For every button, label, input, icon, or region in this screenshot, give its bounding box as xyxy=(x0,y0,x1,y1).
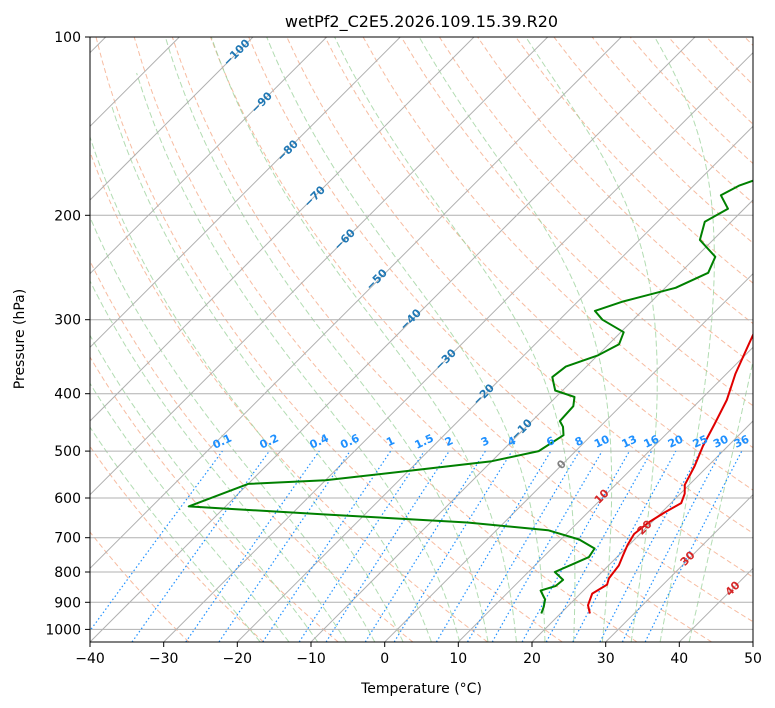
dry-adiabat-line xyxy=(95,37,563,642)
mixing-ratio-line xyxy=(325,450,450,642)
mixing-ratio-line xyxy=(545,450,653,642)
dry-adiabat-line xyxy=(515,37,753,284)
y-tick-label: 600 xyxy=(54,491,81,507)
mixing-ratio-line xyxy=(90,450,223,632)
plot-frame xyxy=(89,36,754,643)
x-tick-label: −10 xyxy=(296,651,326,667)
moist-adiabat-line xyxy=(164,37,489,642)
dry-adiabat-line xyxy=(171,37,712,642)
moist-adiabat-line xyxy=(90,426,261,642)
dry-adiabat-line xyxy=(90,445,264,642)
mixing-ratio-label: 20 xyxy=(666,432,686,450)
moist-adiabat-line xyxy=(654,37,715,642)
moist-adiabat-line xyxy=(90,334,319,642)
isotherm-line xyxy=(90,37,549,496)
y-tick-label: 800 xyxy=(54,565,81,581)
x-tick-label: 20 xyxy=(523,651,541,667)
isotherm-line xyxy=(90,37,622,570)
moist-adiabat-line xyxy=(418,37,613,642)
isotherm-line xyxy=(90,37,475,422)
chart-title: wetPf2_C2E5.2026.109.15.39.R20 xyxy=(285,12,558,32)
isotherm-line xyxy=(90,37,401,349)
background-lines xyxy=(90,37,753,642)
dry-adiabat-line xyxy=(210,37,753,623)
y-tick-label: 100 xyxy=(54,30,81,46)
mixing-ratio-label: 16 xyxy=(642,432,662,450)
isotherm-line xyxy=(236,125,753,642)
mixing-ratio-line xyxy=(644,450,743,642)
mixing-ratio-line xyxy=(521,450,631,642)
isotherm-line xyxy=(90,37,254,201)
mixing-ratio-line xyxy=(131,450,270,642)
x-tick-label: −20 xyxy=(223,651,253,667)
moist-adiabat-line xyxy=(136,72,461,642)
moist-adiabat-line xyxy=(90,279,347,642)
mixing-ratio-line xyxy=(218,450,351,642)
sounding-series xyxy=(187,179,753,614)
y-tick-label: 300 xyxy=(54,313,81,329)
x-tick-label: 10 xyxy=(449,651,467,667)
y-tick-label: 500 xyxy=(54,444,81,460)
mixing-ratio-label: 10 xyxy=(592,432,612,450)
mixing-ratio-line xyxy=(572,450,677,642)
plot-background xyxy=(90,37,753,642)
moist-adiabat-line xyxy=(688,358,753,642)
isotherm-line xyxy=(163,51,753,642)
isotherm-line xyxy=(310,199,753,642)
dry-adiabat-line xyxy=(400,37,753,407)
plot-area xyxy=(90,37,753,642)
dry-adiabat-line xyxy=(324,37,753,491)
mixing-ratio-label: 36 xyxy=(732,432,752,450)
isotherm-line xyxy=(457,346,753,642)
x-axis-label: Temperature (°C) xyxy=(360,681,482,697)
dewpoint-profile xyxy=(187,179,753,614)
dry-adiabat-line xyxy=(90,531,190,642)
moist-adiabat-line xyxy=(266,37,546,642)
moist-adiabat-line xyxy=(334,37,576,642)
temperature-profile xyxy=(587,332,753,614)
y-tick-label: 900 xyxy=(54,595,81,611)
y-tick-label: 200 xyxy=(54,208,81,224)
x-tick-label: 50 xyxy=(744,651,762,667)
mixing-ratio-line xyxy=(262,450,392,642)
x-tick-label: 30 xyxy=(597,651,615,667)
mixing-ratio-line xyxy=(393,450,513,642)
isotherm-line xyxy=(90,37,328,275)
moist-adiabat-line xyxy=(90,382,290,642)
dry-adiabat-line xyxy=(133,37,638,642)
isotherm-line xyxy=(384,272,753,642)
axis-ticks: −40 −30 −20 −10 0 10 20 30 40 50 100 200 300 400 500 60… xyxy=(45,30,762,667)
mixing-ratio-label: 13 xyxy=(620,433,639,451)
dry-adiabat-line xyxy=(438,37,753,366)
mixing-ratio-label: 25 xyxy=(691,433,710,451)
mixing-ratio-line xyxy=(185,450,320,642)
isotherm-line xyxy=(90,37,696,642)
isotherm-line xyxy=(752,641,753,642)
y-tick-label: 1000 xyxy=(45,622,81,638)
mixing-ratio-line xyxy=(298,450,425,642)
y-axis-label: Pressure (hPa) xyxy=(12,289,28,389)
isotherm-line xyxy=(531,420,753,642)
dry-adiabat-line xyxy=(90,356,339,642)
isotherm-line xyxy=(605,493,753,642)
moist-adiabat-line xyxy=(525,37,658,642)
y-tick-label: 400 xyxy=(54,387,81,403)
x-tick-label: 40 xyxy=(670,651,688,667)
dry-adiabat-line xyxy=(248,37,753,578)
x-tick-label: 0 xyxy=(380,651,389,667)
mixing-ratio-label: 30 xyxy=(711,432,731,450)
x-tick-label: −40 xyxy=(75,651,105,667)
x-tick-label: −30 xyxy=(149,651,179,667)
moist-adiabat-line xyxy=(210,37,517,642)
dry-adiabat-line xyxy=(90,150,488,642)
y-tick-label: 700 xyxy=(54,531,81,547)
